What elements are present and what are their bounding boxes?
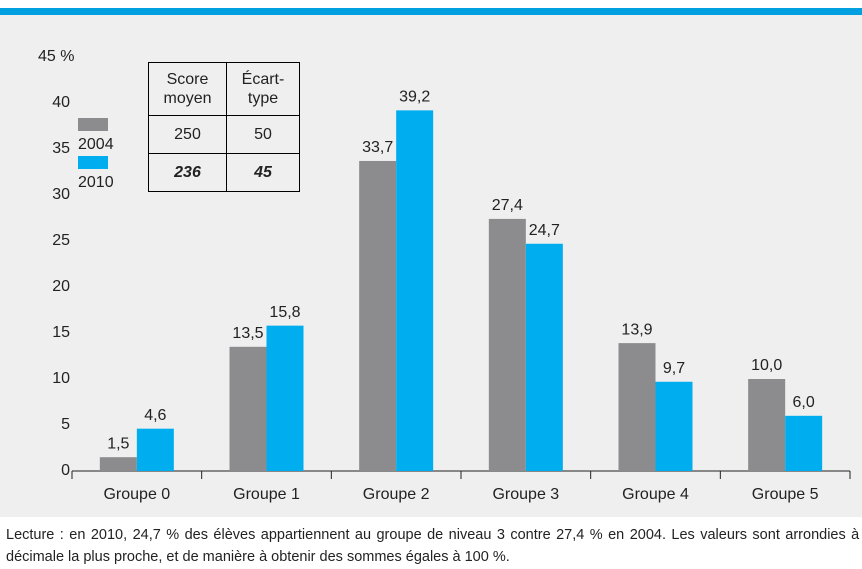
- data-label: 13,5: [232, 325, 263, 342]
- bar: [618, 343, 656, 471]
- y-tick-label: 15: [52, 324, 70, 341]
- data-label: 10,0: [751, 357, 782, 374]
- table-header: Écart-type: [226, 62, 300, 116]
- table-header: Score moyen: [148, 62, 227, 116]
- legend-label: 2004: [78, 135, 114, 153]
- table-cell: 236: [148, 153, 227, 192]
- x-tick-label: Groupe 5: [752, 486, 819, 503]
- data-label: 33,7: [362, 139, 393, 156]
- table-cell: 45: [226, 153, 300, 192]
- table-cell: 50: [226, 115, 300, 154]
- x-tick-label: Groupe 4: [622, 486, 689, 503]
- data-label: 15,8: [269, 304, 300, 321]
- bar: [229, 346, 267, 471]
- header-band: [0, 8, 862, 15]
- y-tick-label: 35: [52, 140, 70, 157]
- bar: [748, 379, 786, 471]
- y-tick-label: 5: [61, 416, 70, 433]
- x-tick-label: Groupe 0: [103, 486, 170, 503]
- legend-table: Score moyen Écart-type 2004 250 50 2010 …: [78, 62, 300, 192]
- data-label: 9,7: [663, 360, 685, 377]
- empty-cell: [78, 63, 149, 116]
- bar: [359, 160, 397, 471]
- y-tick-label: 10: [52, 370, 70, 387]
- legend-entry: 2010: [78, 154, 149, 192]
- table-cell: 250: [148, 115, 227, 154]
- y-tick-label: 25: [52, 232, 70, 249]
- bar: [99, 457, 137, 471]
- bar: [655, 381, 693, 471]
- y-tick-label: 0: [61, 462, 70, 479]
- data-label: 27,4: [492, 197, 523, 214]
- bar: [525, 243, 563, 471]
- bar: [136, 428, 174, 471]
- x-tick-label: Groupe 2: [363, 486, 430, 503]
- legend-swatch: [78, 155, 108, 169]
- bar: [266, 325, 304, 471]
- y-tick-label: 45 %: [38, 48, 74, 65]
- bar: [488, 218, 526, 471]
- legend-swatch: [78, 117, 108, 131]
- x-tick-label: Groupe 1: [233, 486, 300, 503]
- y-tick-label: 40: [52, 94, 70, 111]
- legend-entry: 2004: [78, 116, 149, 154]
- legend-label: 2010: [78, 173, 114, 191]
- data-label: 1,5: [107, 435, 129, 452]
- footnote: Lecture : en 2010, 24,7 % des élèves app…: [6, 527, 862, 565]
- data-label: 6,0: [793, 394, 815, 411]
- x-tick-label: Groupe 3: [492, 486, 559, 503]
- y-tick-label: 30: [52, 186, 70, 203]
- data-label: 24,7: [529, 222, 560, 239]
- data-label: 13,9: [621, 321, 652, 338]
- bar: [396, 110, 434, 472]
- y-tick-label: 20: [52, 278, 70, 295]
- data-label: 4,6: [144, 407, 166, 424]
- bar: [785, 415, 823, 471]
- data-label: 39,2: [399, 89, 430, 106]
